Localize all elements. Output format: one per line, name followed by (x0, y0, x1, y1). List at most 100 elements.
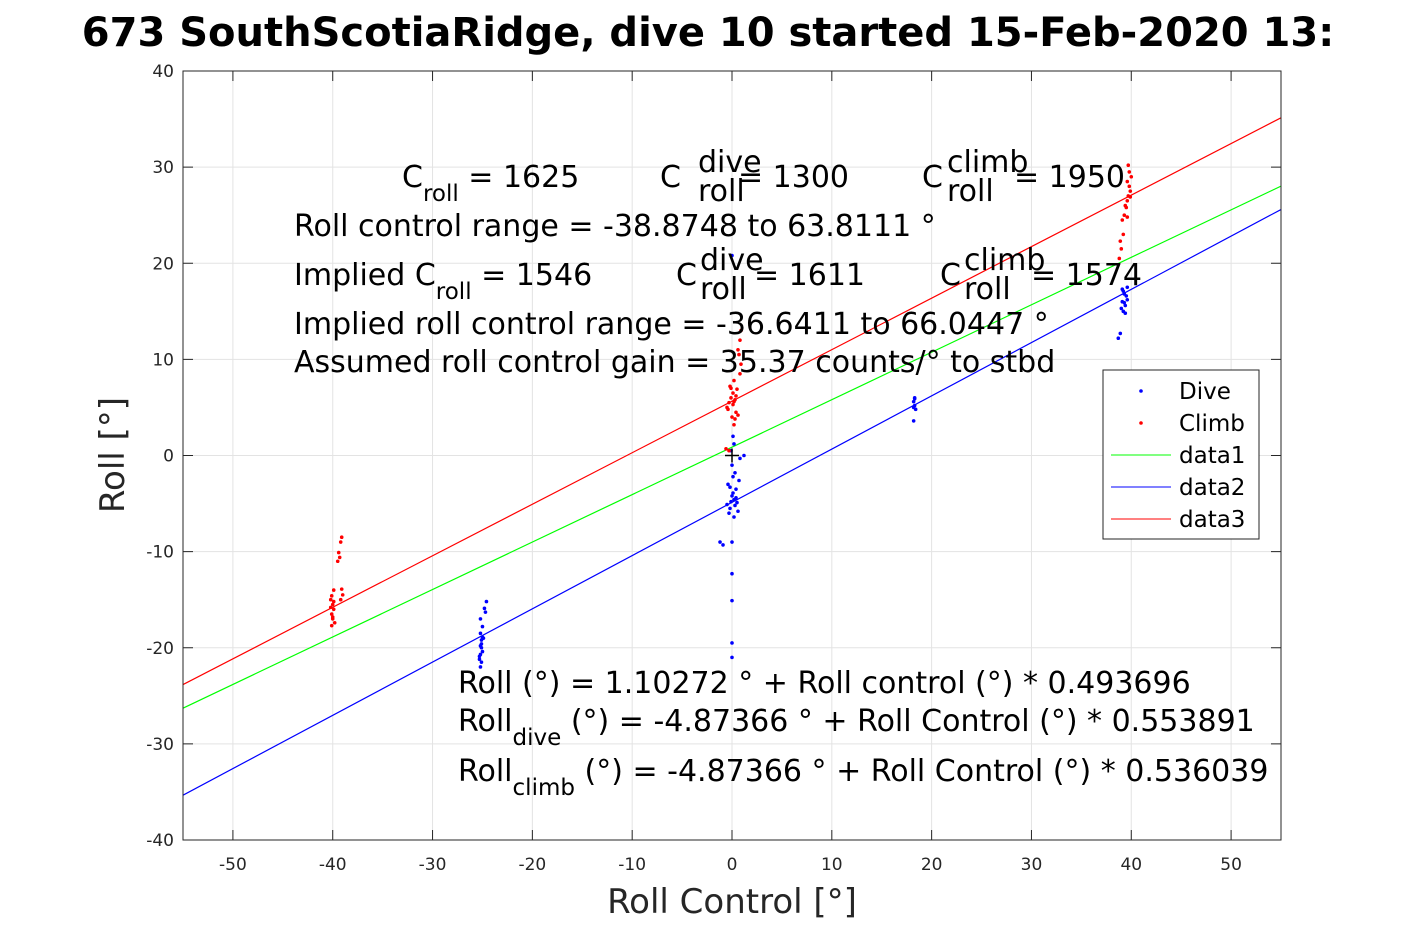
point-dive (478, 665, 483, 669)
y-tick-label: 20 (152, 254, 174, 274)
point-dive (721, 543, 725, 547)
point-dive (479, 642, 484, 646)
x-tick-label: 0 (727, 855, 738, 875)
point-dive (479, 660, 484, 664)
point-climb (1119, 247, 1124, 251)
point-climb (331, 588, 336, 592)
anno-implied-c-roll-dive: C (676, 258, 697, 293)
point-climb (1120, 218, 1125, 222)
point-dive (727, 511, 731, 515)
point-dive (733, 503, 737, 508)
point-climb (1127, 170, 1132, 174)
point-climb (729, 386, 733, 391)
point-dive (731, 474, 735, 479)
x-axis-label: Roll Control [°] (607, 882, 857, 922)
x-tick-label: 30 (1021, 855, 1043, 875)
point-climb (735, 387, 739, 391)
point-climb (1125, 179, 1130, 184)
point-climb (339, 587, 344, 591)
x-tick-label: 50 (1220, 855, 1242, 875)
point-climb (1126, 163, 1131, 168)
anno-c-roll-climb-sub: roll (947, 174, 994, 209)
point-climb (1129, 174, 1134, 179)
point-climb (331, 599, 336, 604)
point-dive (729, 499, 733, 504)
point-climb (734, 394, 738, 398)
y-tick-label: -20 (146, 639, 174, 659)
point-climb (1117, 256, 1122, 261)
y-axis-ticks: -40 -30 -20 -10 0 10 20 30 40 (146, 62, 1281, 851)
x-tick-label: -50 (219, 855, 247, 875)
center-marker (725, 448, 739, 463)
y-tick-label: 30 (152, 158, 174, 178)
point-climb (336, 550, 341, 555)
point-climb (338, 540, 343, 544)
legend-marker-dive (1139, 389, 1143, 393)
point-climb (328, 605, 333, 610)
anno-implied-c-roll-climb-value: = 1574 (1031, 258, 1142, 293)
axes-box (182, 70, 1282, 841)
point-dive (734, 495, 738, 500)
point-dive (731, 434, 735, 439)
point-dive (730, 598, 734, 603)
anno-c-roll-climb-sup: climb (947, 145, 1028, 180)
point-climb (727, 448, 731, 453)
point-dive (734, 487, 738, 491)
point-dive (730, 641, 734, 645)
point-dive (730, 463, 734, 467)
y-tick-label: -10 (146, 543, 174, 563)
point-climb (1121, 232, 1126, 237)
point-dive (735, 500, 739, 505)
y-tick-label: -30 (146, 735, 174, 755)
anno-c-roll-climb-value: = 1950 (1014, 160, 1125, 195)
point-climb (738, 338, 742, 342)
point-dive (912, 396, 917, 401)
anno-fit-dive: Rolldive (°) = -4.87366 ° + Roll Control… (458, 704, 1255, 751)
x-tick-label: 10 (821, 855, 843, 875)
anno-c-roll-dive-sup: dive (698, 145, 762, 180)
point-climb (330, 602, 335, 607)
x-tick-label: -40 (319, 855, 347, 875)
point-dive (728, 485, 732, 490)
x-tick-label: -20 (518, 855, 546, 875)
point-dive (478, 631, 483, 636)
point-climb (329, 623, 334, 628)
point-climb (1123, 203, 1128, 208)
point-climb (737, 352, 741, 357)
point-dive (730, 494, 734, 498)
point-climb (331, 607, 336, 612)
legend-label-climb: Climb (1179, 411, 1245, 437)
anno-c-roll-dive-value: = 1300 (738, 160, 849, 195)
legend-label-data3: data3 (1179, 507, 1245, 533)
point-climb (330, 615, 335, 619)
point-dive (480, 635, 485, 639)
x-tick-label: 20 (921, 855, 943, 875)
point-climb (724, 446, 728, 451)
legend-label-dive: Dive (1179, 379, 1231, 405)
point-dive (738, 456, 742, 461)
y-tick-label: 40 (152, 62, 174, 82)
point-dive (1123, 303, 1128, 308)
point-dive (911, 399, 916, 404)
point-dive (480, 649, 485, 654)
point-climb (340, 593, 345, 597)
point-dive (730, 655, 734, 660)
point-dive (482, 606, 487, 611)
point-dive (736, 509, 740, 514)
scatter-points (328, 163, 1134, 669)
point-climb (731, 402, 735, 407)
point-dive (479, 645, 484, 650)
point-dive (733, 471, 737, 475)
point-climb (738, 371, 742, 376)
point-dive (726, 482, 730, 487)
anno-assumed-gain: Assumed roll control gain = 35.37 counts… (294, 345, 1055, 380)
anno-implied-c-roll-dive-value: = 1611 (754, 258, 865, 293)
point-climb (736, 347, 740, 352)
point-climb (731, 391, 735, 395)
point-dive (1119, 306, 1124, 311)
anno-c-roll: Croll = 1625 (402, 160, 579, 207)
point-dive (1116, 336, 1121, 341)
point-dive (725, 502, 729, 507)
point-dive (1125, 285, 1130, 290)
point-climb (338, 597, 343, 602)
